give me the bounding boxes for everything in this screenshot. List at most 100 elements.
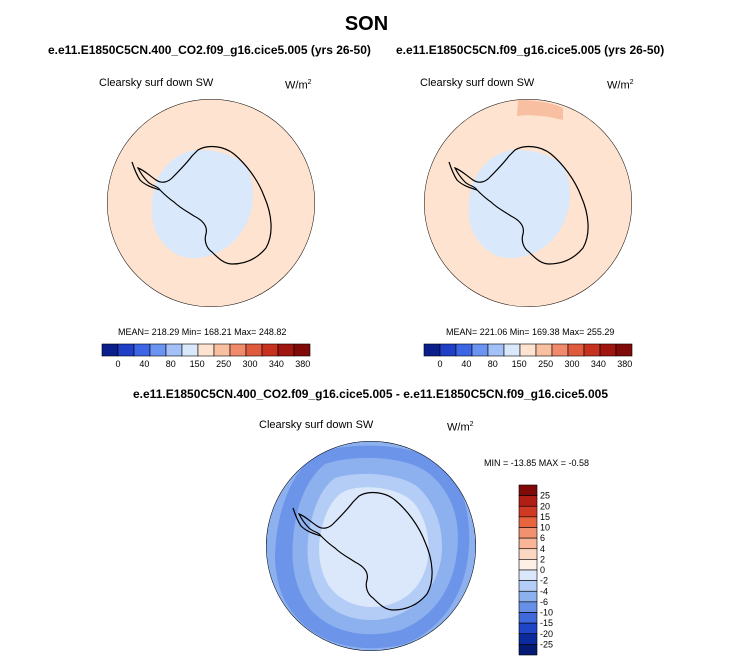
- diff-colorbar-swatch: [518, 495, 538, 507]
- panel-1-colorbar-tick-label: 300: [242, 359, 257, 369]
- diff-units: W/m2: [447, 421, 474, 434]
- panel-2-case-title: e.e11.E1850C5CN.f09_g16.cice5.005 (yrs 2…: [396, 43, 665, 57]
- panel-1-units: W/m2: [285, 79, 312, 92]
- main-title: SON: [344, 13, 389, 35]
- panel-1-colorbar-swatch: [181, 343, 199, 357]
- panel-1-variable-label: Clearsky surf down SW: [99, 77, 214, 89]
- panel-1-colorbar-swatch: [149, 343, 167, 357]
- panel-2-colorbar-tick-label: 380: [617, 359, 632, 369]
- panel-2-colorbar-tick-label: 340: [591, 359, 606, 369]
- panel-2-colorbar-swatch: [487, 343, 505, 357]
- panel-2-warm-patch: [517, 100, 563, 120]
- diff-colorbar-tick-label: 15: [540, 512, 550, 522]
- panel-2-units: W/m2: [607, 79, 634, 92]
- diff-colorbar-swatch: [518, 601, 538, 613]
- diff-colorbar-swatch: [518, 644, 538, 656]
- panel-2-antarctica-coast: [453, 145, 589, 265]
- panel-2-colorbar-tick-label: 300: [564, 359, 579, 369]
- diff-colorbar-tick-label: -6: [540, 597, 548, 607]
- diff-colorbar-swatch: [518, 612, 538, 624]
- panel-1-colorbar: 0 40 80 150 250 300 340 380: [101, 343, 311, 369]
- panel-1-antarctica-coast: [136, 145, 272, 265]
- diff-inner-field: [319, 487, 429, 608]
- panel-1-colorbar-tick-label: 340: [269, 359, 284, 369]
- diff-colorbar-tick-label: -10: [540, 608, 553, 618]
- panel-1-colorbar-swatch: [261, 343, 279, 357]
- panel-1-peninsula: [131, 161, 161, 191]
- panel-1-colorbar-tick-label: 150: [190, 359, 205, 369]
- panel-1-colorbar-swatch: [277, 343, 295, 357]
- panel-2-colorbar-swatch: [535, 343, 553, 357]
- panel-1-colorbar-swatch: [197, 343, 215, 357]
- panel-2-colorbar: 0 40 80 150 250 300 340 380: [423, 343, 633, 369]
- panel-2-polar-map: [424, 99, 632, 307]
- panel-1-polar-map: [107, 99, 315, 307]
- diff-colorbar-tick-label: -2: [540, 576, 548, 586]
- panel-2-colorbar-tick-label: 0: [437, 359, 442, 369]
- diff-stats: MIN = -13.85 MAX = -0.58: [484, 458, 590, 468]
- diff-colorbar-tick-label: 6: [540, 533, 545, 543]
- panel-1-colorbar-swatch: [133, 343, 151, 357]
- panel-1-colorbar-swatch: [245, 343, 263, 357]
- diff-variable-label: Clearsky surf down SW: [259, 419, 374, 431]
- diff-colorbar-swatch: [518, 505, 538, 518]
- panel-2-blue-region: [468, 150, 570, 259]
- diff-colorbar-tick-label: 25: [540, 491, 550, 501]
- panel-1-colorbar-swatch: [117, 343, 135, 357]
- panel-2-colorbar-swatch: [583, 343, 601, 357]
- panel-2-colorbar-swatch: [471, 343, 489, 357]
- panel-1-colorbar-tick-label: 40: [139, 359, 149, 369]
- panel-2-colorbar-swatch: [615, 343, 633, 357]
- diff-colorbar-tick-label: 20: [540, 501, 550, 511]
- panel-1-blue-region: [151, 150, 253, 259]
- diff-colorbar-tick-label: -15: [540, 618, 553, 628]
- panel-2-colorbar-swatch: [599, 343, 617, 357]
- diff-colorbar-swatch: [518, 484, 538, 496]
- diff-colorbar-swatch: [518, 527, 538, 539]
- diff-colorbar-swatch: [518, 559, 538, 571]
- panel-2-colorbar-swatch: [519, 343, 537, 357]
- diff-colorbar-swatch: [518, 580, 538, 592]
- diff-colorbar-tick-label: 10: [540, 523, 550, 533]
- panel-2-colorbar-swatch: [567, 343, 585, 357]
- panel-1-colorbar-tick-label: 0: [115, 359, 120, 369]
- panel-1-colorbar-tick-label: 80: [166, 359, 176, 369]
- diff-colorbar-tick-label: 4: [540, 544, 545, 554]
- diff-colorbar-swatch: [518, 590, 538, 603]
- diff-antarctica-coast: [297, 491, 433, 611]
- panel-2-colorbar-tick-label: 150: [512, 359, 527, 369]
- panel-2-colorbar-tick-label: 40: [461, 359, 471, 369]
- panel-2-colorbar-swatch: [503, 343, 521, 357]
- panel-1-colorbar-swatch: [165, 343, 183, 357]
- panel-1-colorbar-swatch: [293, 343, 311, 357]
- panel-2-colorbar-swatch: [551, 343, 569, 357]
- diff-polar-map: [266, 441, 476, 651]
- diff-colorbar-swatch: [518, 516, 538, 528]
- diff-peninsula: [292, 507, 322, 537]
- diff-colorbar-tick-label: -4: [540, 586, 548, 596]
- panel-1-colorbar-tick-label: 250: [216, 359, 231, 369]
- panel-1-stats: MEAN= 218.29 Min= 168.21 Max= 248.82: [118, 327, 287, 337]
- panel-2-colorbar-swatch: [455, 343, 473, 357]
- diff-colorbar-tick-label: -20: [540, 629, 553, 639]
- diff-colorbar-tick-label: 2: [540, 554, 545, 564]
- panel-2-colorbar-tick-label: 80: [488, 359, 498, 369]
- panel-2-colorbar-tick-label: 250: [538, 359, 553, 369]
- panel-2-variable-label: Clearsky surf down SW: [420, 77, 535, 89]
- panel-1-colorbar-swatch: [229, 343, 247, 357]
- panel-2-colorbar-swatch: [439, 343, 457, 357]
- panel-2-stats: MEAN= 221.06 Min= 169.38 Max= 255.29: [446, 327, 615, 337]
- diff-colorbar-tick-label: -25: [540, 639, 553, 649]
- diff-colorbar-swatch: [518, 548, 538, 560]
- panel-2-peninsula: [448, 161, 478, 191]
- diff-colorbar-tick-label: 0: [540, 565, 545, 575]
- panel-1-colorbar-swatch: [101, 343, 119, 357]
- panel-1-colorbar-tick-label: 380: [295, 359, 310, 369]
- panel-2-colorbar-swatch: [423, 343, 441, 357]
- diff-colorbar-swatch: [518, 537, 538, 550]
- diff-colorbar-swatch: [518, 569, 538, 581]
- diff-colorbar-swatch: [518, 633, 538, 645]
- diff-colorbar-swatch: [518, 622, 538, 635]
- panel-1-colorbar-swatch: [213, 343, 231, 357]
